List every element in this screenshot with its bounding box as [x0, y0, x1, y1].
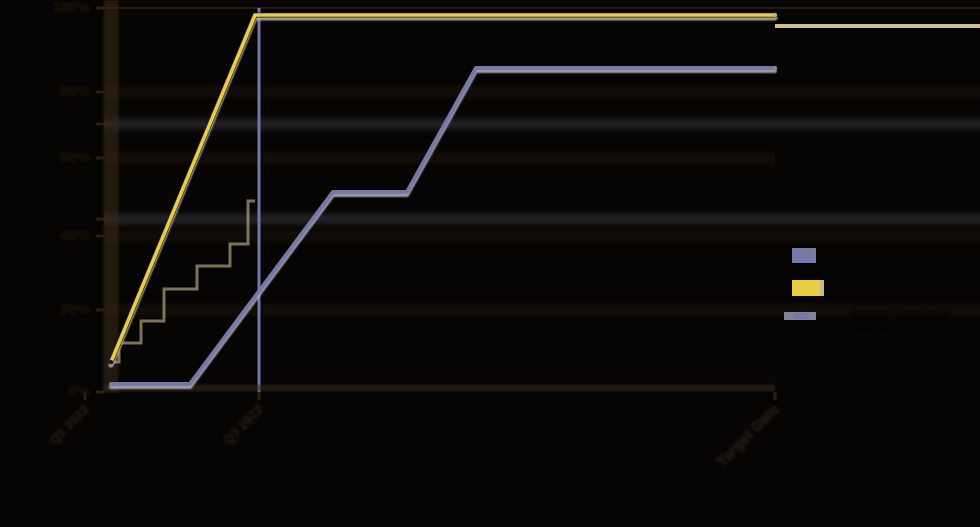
svg-text:Projected Rate: Projected Rate: [850, 277, 936, 292]
svg-text:60%: 60%: [60, 149, 90, 166]
svg-text:(Milestone): (Milestone): [850, 320, 914, 335]
svg-text:20%: 20%: [60, 301, 90, 318]
svg-text:100%: 100%: [52, 0, 90, 16]
svg-text:40%: 40%: [60, 227, 90, 244]
svg-text:80%: 80%: [60, 83, 90, 100]
svg-text:0%: 0%: [68, 383, 90, 400]
svg-text:Current Rate: Current Rate: [850, 245, 924, 260]
svg-text:Target Threshold: Target Threshold: [850, 306, 947, 321]
